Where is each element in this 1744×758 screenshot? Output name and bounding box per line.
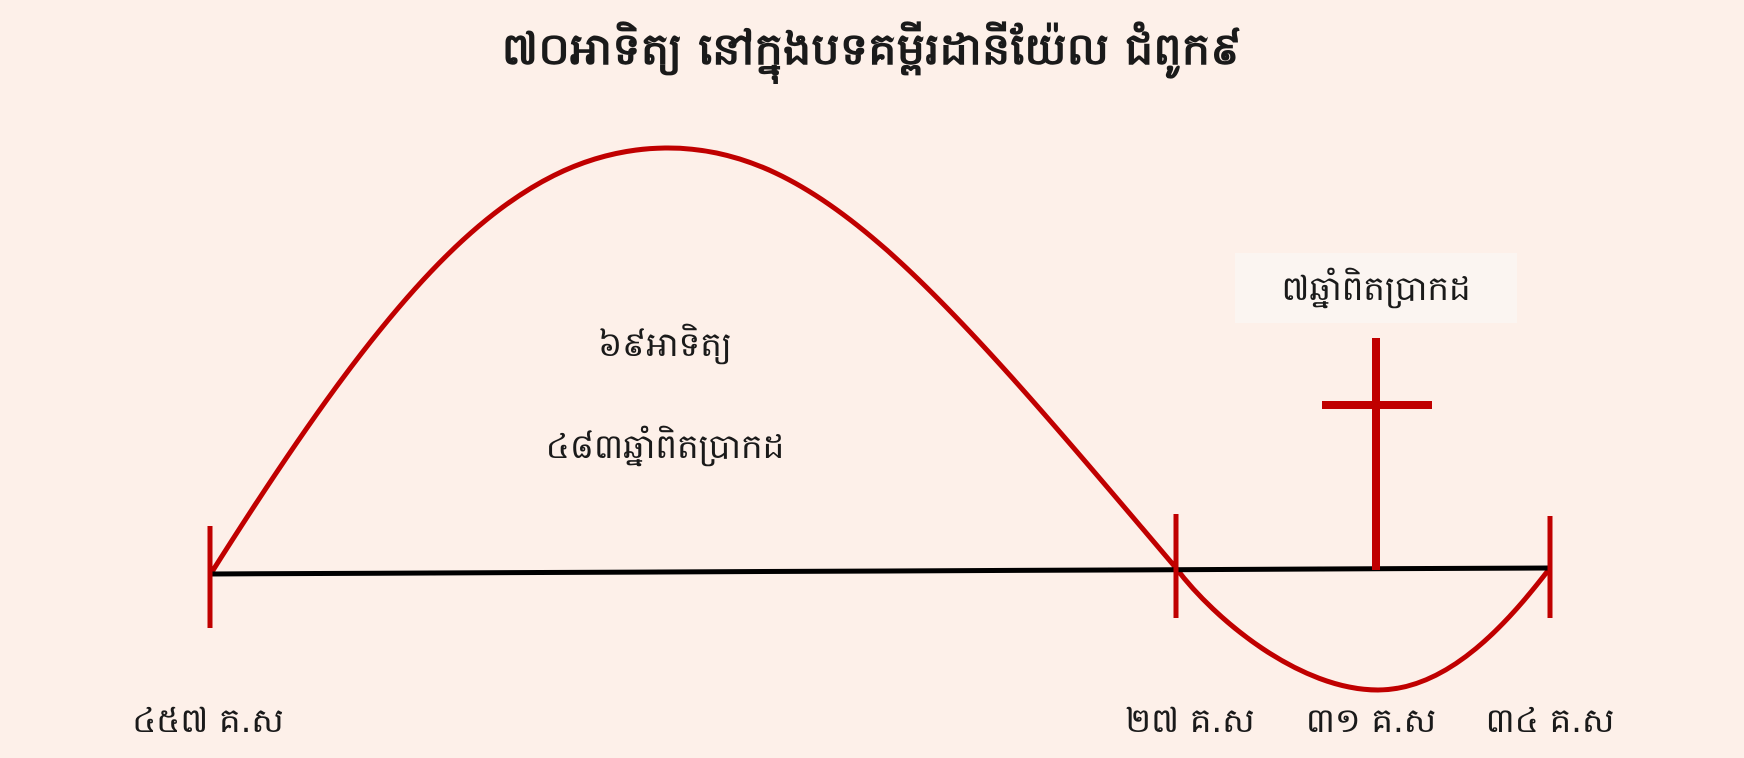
date-label-31: ៣១ គ.ស [1305, 701, 1437, 741]
timeline-axis [209, 565, 1551, 577]
first-period-years-label: ៤៨៣ឆ្នាំពិតប្រាកដ [545, 427, 785, 467]
date-label-457: ៤៥៧ គ.ស [132, 701, 284, 741]
second-period-box [1235, 253, 1517, 323]
first-period-weeks-label: ៦៩អាទិត្យ [598, 325, 732, 365]
cross-icon [1322, 338, 1432, 570]
page-title: ៧០អាទិត្យ នៅក្នុងបទគម្ពីរដានីយ៉ែល ជំពូក៩ [501, 24, 1243, 75]
date-label-27: ២៧ គ.ស [1125, 701, 1255, 741]
second-period-label: ៧ឆ្នាំពិតប្រាកដ [1281, 269, 1471, 309]
wave-curve [207, 145, 1553, 693]
date-label-34: ៣៤ គ.ស [1485, 701, 1615, 741]
